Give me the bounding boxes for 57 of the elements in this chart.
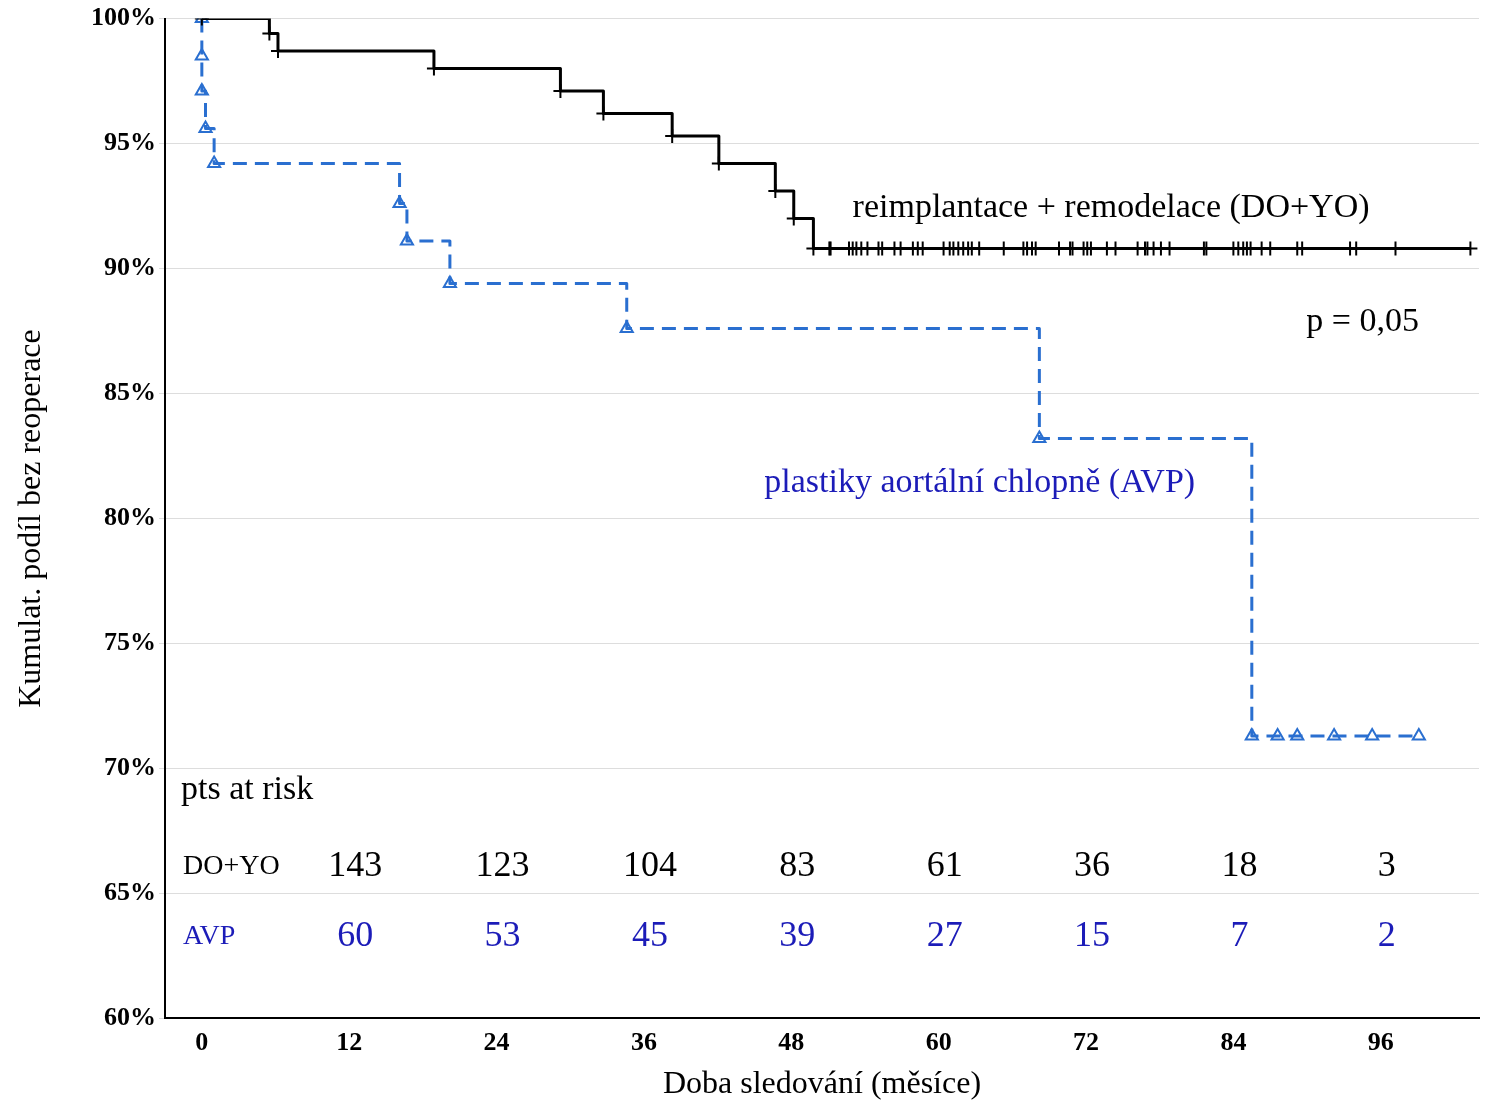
series-label: plastiky aortální chlopně (AVP) — [764, 462, 1196, 501]
y-tick-label: 100% — [91, 2, 156, 32]
point — [198, 120, 213, 134]
point — [1327, 727, 1342, 741]
y-tick-label: 70% — [104, 752, 156, 782]
point — [207, 155, 222, 169]
x-tick-label: 0 — [195, 1026, 209, 1056]
annotation: 143 — [328, 843, 383, 884]
annotation: 61 — [926, 843, 963, 884]
y-tick-label: 80% — [104, 502, 156, 532]
annotation: 83 — [779, 843, 816, 884]
x-tick-label: 12 — [336, 1026, 363, 1056]
annotation: 15 — [1074, 913, 1111, 954]
annotation: 39 — [779, 913, 816, 954]
annotation: 18 — [1221, 843, 1258, 884]
y-tick-label: 85% — [104, 377, 156, 407]
y-tick-label: 75% — [104, 627, 156, 657]
annotation: 60 — [337, 913, 374, 954]
y-tick-label: 60% — [104, 1002, 156, 1032]
annotation: 3 — [1377, 843, 1396, 884]
annotation: DO+YO — [183, 848, 280, 880]
point — [194, 48, 209, 61]
annotation: 36 — [1074, 843, 1111, 884]
annotation: 2 — [1377, 913, 1396, 954]
y-tick-label: 90% — [104, 252, 156, 282]
point — [1365, 727, 1380, 741]
point — [194, 83, 209, 96]
annotation: 123 — [475, 843, 530, 884]
annotation: 27 — [926, 913, 963, 954]
annotation: AVP — [183, 918, 236, 950]
x-tick-label: 72 — [1073, 1026, 1100, 1056]
point — [442, 275, 457, 289]
annotation: p = 0,05 — [1306, 301, 1419, 339]
point — [1411, 727, 1426, 741]
y-axis-title: Kumulat. podíl bez reoperace — [10, 329, 47, 708]
x-tick-label: 36 — [630, 1026, 657, 1056]
point — [399, 233, 414, 246]
y-tick-label: 65% — [104, 877, 156, 907]
x-axis-title: Doba sledování (měsíce) — [662, 1064, 982, 1101]
annotation: 53 — [484, 913, 521, 954]
annotation: pts at risk — [181, 769, 314, 807]
annotation: 7 — [1230, 913, 1249, 954]
annotation: 45 — [631, 913, 668, 954]
point — [1032, 430, 1047, 444]
x-tick-label: 84 — [1220, 1026, 1247, 1056]
point — [1244, 727, 1259, 741]
x-tick-label: 60 — [925, 1026, 952, 1056]
x-tick-label: 96 — [1367, 1026, 1394, 1056]
point — [392, 195, 407, 209]
series-label: reimplantace + remodelace (DO+YO) — [852, 187, 1370, 226]
x-tick-label: 24 — [483, 1026, 510, 1056]
point — [1270, 727, 1285, 741]
annotation: 104 — [622, 843, 677, 884]
point — [1290, 727, 1305, 741]
x-tick-label: 48 — [778, 1026, 805, 1056]
y-tick-label: 95% — [104, 127, 156, 157]
point — [619, 320, 634, 334]
